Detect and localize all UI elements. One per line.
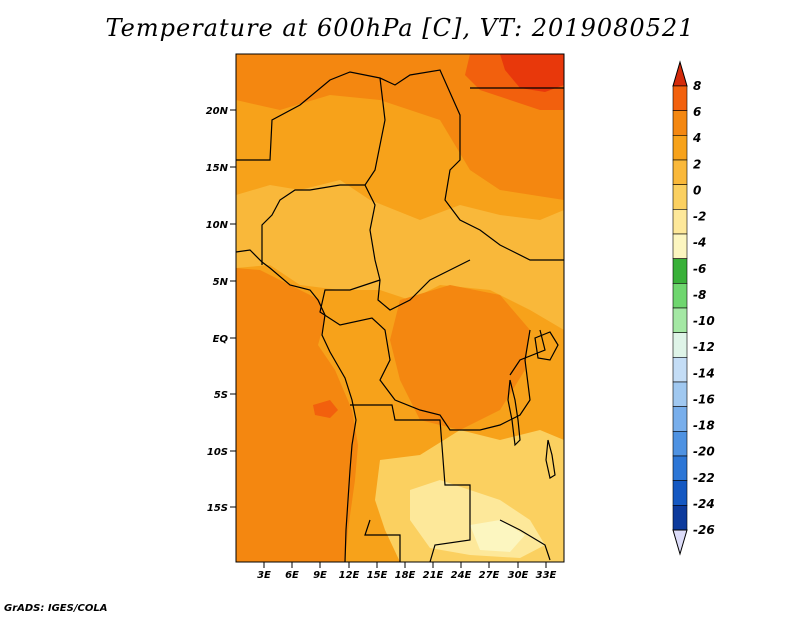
colorbar-swatch [672, 431, 688, 457]
colorbar-label: -8 [693, 288, 706, 302]
colorbar-swatch [672, 110, 688, 136]
colorbar-label: -14 [693, 366, 715, 380]
warm-spot-ocean [313, 400, 338, 418]
colorbar-swatch [672, 455, 688, 481]
colorbar-swatch [672, 233, 688, 259]
colorbar-label: -6 [693, 262, 706, 276]
lon-tick-label: 9E [313, 570, 327, 581]
border-lines [236, 69, 564, 563]
lat-tick-label: EQ [213, 334, 229, 345]
colorbar-label: -22 [693, 471, 715, 485]
colorbar-bottom-arrow [672, 529, 688, 556]
colorbar-label: 4 [692, 131, 701, 145]
colorbar-swatch [672, 258, 688, 284]
colorbar-swatch [672, 135, 688, 161]
lake-tanganyika [507, 379, 521, 447]
cooler-region-west [236, 180, 564, 330]
colorbar-label: -26 [693, 523, 715, 537]
colorbar-swatch [672, 406, 688, 432]
lon-tick-label: 27E [479, 570, 500, 581]
lon-tick-label: 33E [536, 570, 557, 581]
colorbar-label: 2 [693, 157, 701, 171]
colorbar-swatch [672, 159, 688, 185]
boundaries [235, 69, 564, 563]
lat-axis: 20N 15N 10N 5N EQ 5S 10S 15S [206, 106, 236, 514]
colorbar-label: 6 [693, 105, 701, 119]
map-frame [235, 53, 565, 563]
lon-tick-label: 12E [339, 570, 360, 581]
lon-tick-label: 15E [367, 570, 388, 581]
lat-tick-label: 10S [207, 447, 228, 458]
hottest-region-northeast [500, 54, 564, 92]
lat-tick-label: 10N [206, 220, 229, 231]
lon-tick-label: 3E [257, 570, 271, 581]
colorbar: 8 6 4 2 0 -2 -4 -6 -8 -10 -12 -14 -16 -18 -20 -22 -24 -26 [672, 60, 715, 556]
lon-tick-label: 24E [451, 570, 472, 581]
coastline [235, 249, 357, 563]
colorbar-label: -24 [693, 497, 715, 511]
lat-tick-label: 5N [213, 277, 229, 288]
colorbar-swatch [672, 85, 688, 111]
lon-axis: 3E 6E 9E 12E 15E 18E 21E 24E 27E 30E 33E [257, 562, 557, 581]
colorbar-swatch [672, 184, 688, 210]
colorbar-label: 0 [693, 183, 701, 197]
colorbar-label: -20 [693, 445, 715, 459]
colorbar-swatch [672, 332, 688, 358]
lat-tick-label: 5S [214, 390, 228, 401]
colorbar-label: 8 [693, 79, 701, 93]
footer-credit: GrADS: IGES/COLA [4, 603, 108, 614]
warm-region-congo [390, 285, 530, 430]
lat-tick-label: 15N [206, 163, 229, 174]
colorbar-swatch [672, 283, 688, 309]
lake-malawi [545, 439, 556, 479]
colorbar-label: -4 [693, 236, 706, 250]
colorbar-swatch [672, 505, 688, 531]
colorbar-label: -18 [693, 419, 715, 433]
lon-tick-label: 6E [285, 570, 299, 581]
lake-victoria [534, 331, 559, 361]
colorbar-label: -12 [693, 340, 715, 354]
colorbar-label: -2 [693, 210, 706, 224]
colorbar-swatch [672, 209, 688, 235]
lon-tick-label: 30E [508, 570, 529, 581]
lat-tick-label: 15S [207, 503, 228, 514]
colorbar-swatch [672, 357, 688, 383]
lat-tick-label: 20N [206, 106, 229, 117]
lon-tick-label: 18E [395, 570, 416, 581]
colorbar-label: -10 [693, 314, 715, 328]
colorbar-swatch [672, 307, 688, 333]
colorbar-swatch [672, 381, 688, 407]
colorbar-top-arrow [672, 60, 688, 87]
lon-tick-label: 21E [423, 570, 444, 581]
ocean-region [236, 268, 358, 562]
colorbar-label: -16 [693, 392, 715, 406]
cooler-spot-south [470, 520, 525, 552]
colorbar-swatch [672, 480, 688, 506]
map-title: Temperature at 600hPa [C], VT: 201908052… [105, 14, 695, 42]
temperature-field [236, 54, 564, 562]
